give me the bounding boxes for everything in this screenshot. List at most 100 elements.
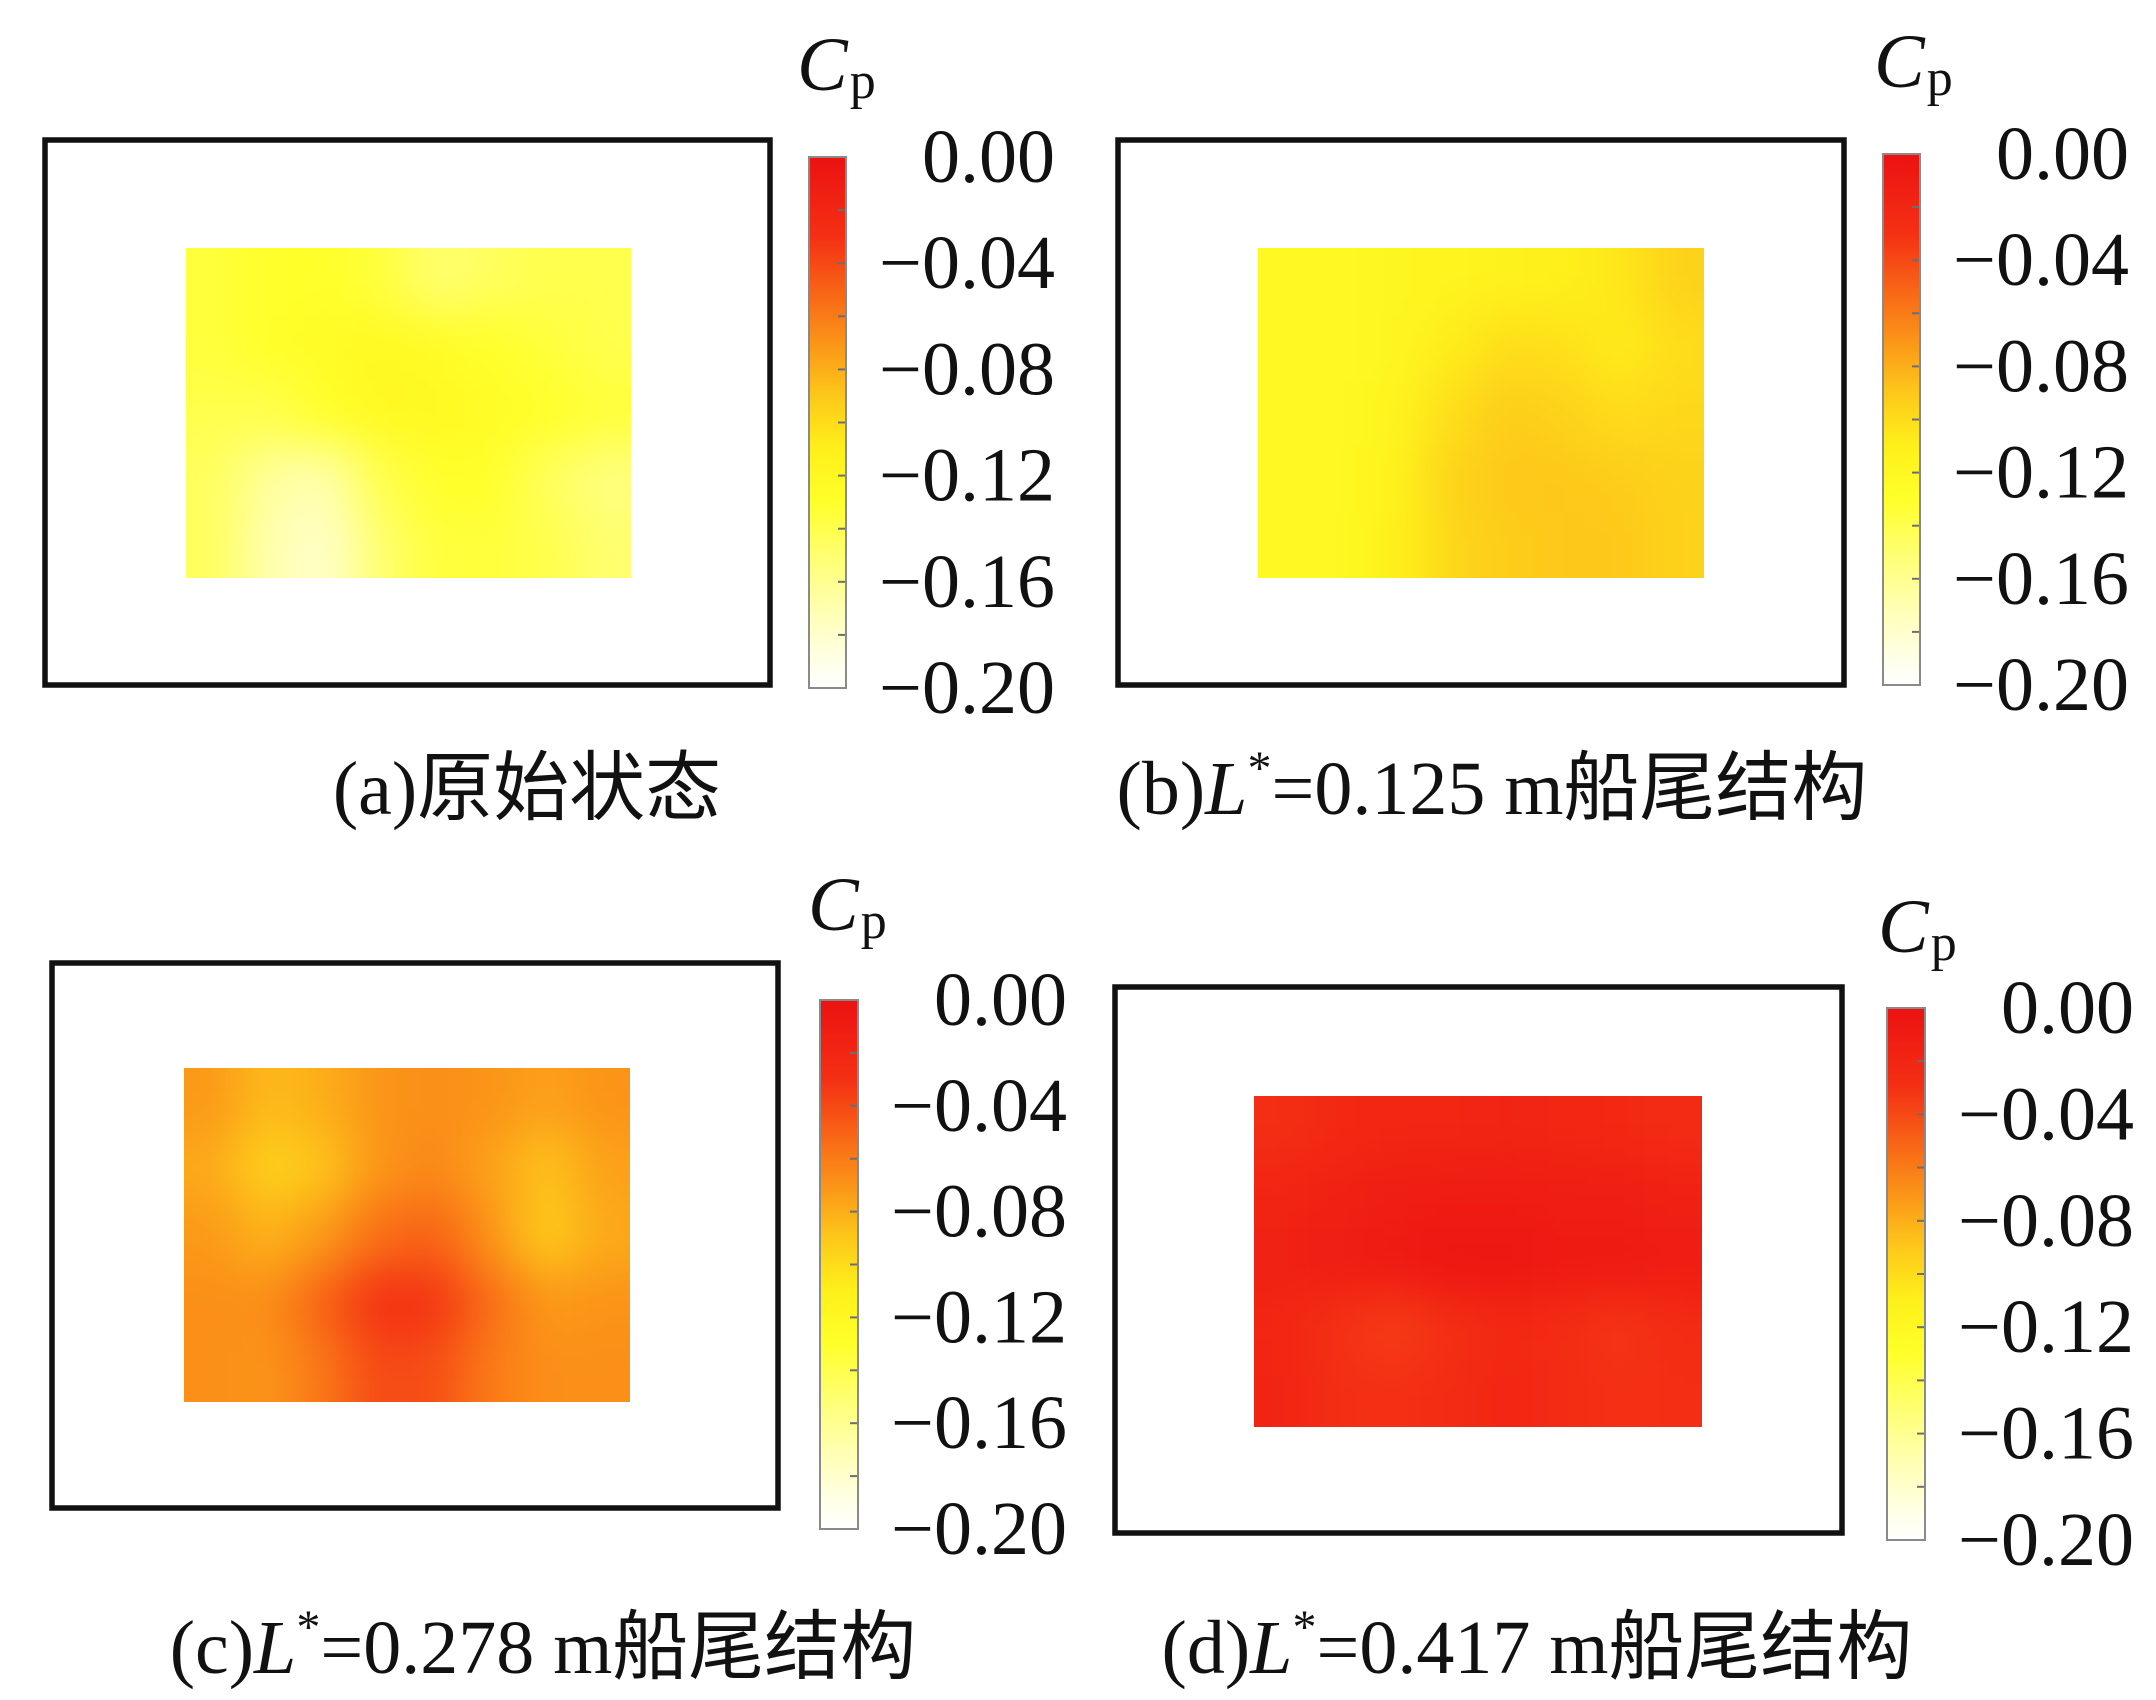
heatmap-cell	[1590, 1162, 1647, 1230]
heatmap-cell	[352, 512, 410, 578]
heatmap-cell	[575, 314, 631, 381]
heatmap-cell	[1481, 446, 1538, 513]
heatmap-cell	[186, 446, 243, 513]
heatmap-cell	[297, 314, 354, 381]
heatmap-cell	[239, 1134, 297, 1203]
heatmap-cell	[407, 1201, 464, 1270]
heatmap-cell	[1366, 1096, 1423, 1164]
caption-superscript: *	[1247, 742, 1271, 795]
heatmap-cell	[1592, 248, 1650, 315]
colorbar-tick-label: −0.12	[879, 434, 1055, 518]
heatmap-cell	[295, 1068, 353, 1136]
heatmap-cell	[351, 1134, 408, 1203]
heatmap-clip	[184, 1068, 630, 1402]
panel-a: 0.00 −0.04 −0.08 −0.12 −0.16 −0.20 Cp (a)原始状态	[42, 23, 1055, 831]
heatmap-cell	[1648, 248, 1704, 315]
colorbar-tick-label: −0.08	[1958, 1179, 2134, 1263]
colorbar-title-subscript: p	[1927, 50, 1953, 107]
heatmap-cell	[518, 1201, 576, 1270]
heatmap-cell	[464, 380, 521, 447]
heatmap-cell	[1478, 1360, 1535, 1427]
colorbar-tick-label: −0.08	[879, 327, 1055, 411]
heatmap-cell	[352, 248, 410, 315]
heatmap-cell	[239, 1068, 297, 1136]
heatmap-cell	[518, 1068, 576, 1136]
heatmap-cell	[241, 248, 299, 315]
heatmap-cell	[186, 512, 243, 578]
colorbar-tick-label: −0.20	[1953, 643, 2129, 727]
heatmap-field	[1254, 1096, 1702, 1427]
heatmap-cell	[1481, 314, 1538, 381]
heatmap-cell	[295, 1134, 353, 1203]
heatmap-cell	[1534, 1228, 1591, 1296]
heatmap-cell	[575, 512, 631, 578]
heatmap-cell	[518, 1335, 576, 1402]
heatmap-cell	[1648, 512, 1704, 578]
colorbar-ticks	[838, 209, 845, 636]
heatmap-cell	[1425, 380, 1482, 447]
caption-variable: L	[1249, 1606, 1292, 1690]
heatmap-cell	[1422, 1294, 1479, 1362]
heatmap-cell	[519, 314, 577, 381]
heatmap-field	[184, 1068, 630, 1402]
heatmap-cell	[1369, 512, 1427, 578]
colorbar-title-subscript: p	[1931, 915, 1957, 972]
heatmap-cell	[1648, 380, 1704, 447]
heatmap-cell	[184, 1268, 241, 1337]
heatmap-cell	[1310, 1360, 1367, 1427]
colorbar-tick-label: 0.00	[934, 958, 1067, 1042]
colorbar-tick-label: −0.16	[879, 540, 1055, 624]
heatmap-cell	[1481, 248, 1538, 315]
heatmap-cell	[351, 1335, 408, 1402]
heatmap-cell	[1481, 512, 1538, 578]
heatmap-cell	[462, 1134, 520, 1203]
heatmap-cell	[1590, 1228, 1647, 1296]
panel-b: 0.00 −0.04 −0.08 −0.12 −0.16 −0.20 Cp (b)L*=0…	[1115, 20, 2129, 831]
heatmap-cell	[1648, 446, 1704, 513]
heatmap-cell	[1534, 1162, 1591, 1230]
heatmap-cell	[351, 1201, 408, 1270]
caption-variable: L	[253, 1606, 296, 1690]
colorbar-tick-label: −0.12	[1953, 431, 2129, 515]
colorbar-tick-label: −0.04	[1958, 1072, 2134, 1156]
heatmap-cell	[575, 446, 631, 513]
heatmap-cell	[241, 512, 299, 578]
heatmap-cell	[241, 446, 299, 513]
heatmap-cell	[519, 248, 577, 315]
heatmap-cell	[408, 446, 466, 513]
heatmap-cell	[1592, 512, 1650, 578]
colorbar-title-subscript: p	[861, 893, 887, 950]
colorbar-title-symbol: C	[1874, 20, 1926, 104]
heatmap-cell	[1534, 1360, 1591, 1427]
heatmap-field	[1258, 248, 1704, 578]
heatmap-cell	[575, 248, 631, 315]
colorbar-tick-label: −0.20	[891, 1487, 1067, 1571]
colorbar-tick-label: −0.16	[1953, 537, 2129, 621]
heatmap-cell	[1646, 1162, 1702, 1230]
heatmap-cell	[464, 314, 521, 381]
caption-rest: =0.278 m船尾结构	[320, 1606, 916, 1690]
caption-variable: L	[1204, 747, 1247, 831]
heatmap-cell	[1310, 1228, 1367, 1296]
heatmap-cell	[407, 1068, 464, 1136]
heatmap-clip	[1258, 248, 1704, 578]
heatmap-cell	[408, 380, 466, 447]
caption-rest: =0.417 m船尾结构	[1316, 1606, 1912, 1690]
heatmap-cell	[1646, 1096, 1702, 1164]
heatmap-cell	[1254, 1360, 1311, 1427]
heatmap-cell	[518, 1134, 576, 1203]
heatmap-cell	[184, 1068, 241, 1136]
colorbar-title: Cp	[1874, 20, 1953, 107]
heatmap-cell	[574, 1068, 630, 1136]
heatmap-cell	[351, 1068, 408, 1136]
heatmap-cell	[351, 1268, 408, 1337]
colorbar-ticks	[850, 1051, 857, 1478]
heatmap-cell	[1258, 512, 1315, 578]
heatmap-cell	[1478, 1294, 1535, 1362]
colorbar-title-symbol: C	[808, 863, 860, 947]
heatmap-cell	[1592, 446, 1650, 513]
heatmap-cell	[408, 512, 466, 578]
heatmap-cell	[1536, 380, 1594, 447]
caption-rest: =0.125 m船尾结构	[1271, 747, 1867, 831]
heatmap-cell	[1366, 1294, 1423, 1362]
